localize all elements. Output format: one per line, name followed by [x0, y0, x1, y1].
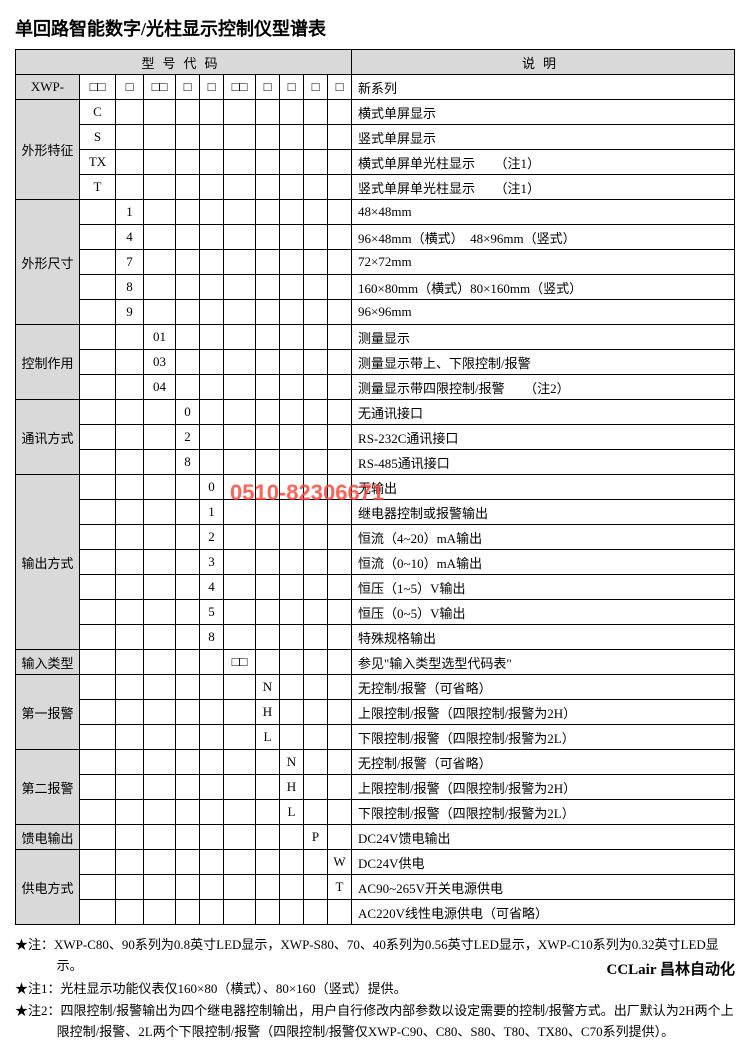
- group-label: 第一报警: [16, 675, 80, 750]
- prefix-cell: XWP-: [16, 75, 80, 100]
- boxrow-desc: 新系列: [352, 75, 735, 100]
- group-label: 供电方式: [16, 850, 80, 925]
- row-desc: 测量显示带四限控制/报警 （注2）: [352, 375, 735, 400]
- header-code: 型号代码: [16, 50, 352, 75]
- row-desc: 96×48mm（横式） 48×96mm（竖式）: [352, 225, 735, 250]
- row-desc: 横式单屏显示: [352, 100, 735, 125]
- row-desc: 参见"输入类型选型代码表": [352, 650, 735, 675]
- header-desc: 说明: [352, 50, 735, 75]
- row-desc: 恒压（0~5）V输出: [352, 600, 735, 625]
- row-desc: 48×48mm: [352, 200, 735, 225]
- row-desc: 96×96mm: [352, 300, 735, 325]
- row-desc: 继电器控制或报警输出: [352, 500, 735, 525]
- group-label: 外形特征: [16, 100, 80, 200]
- row-desc: 无控制/报警（可省略）: [352, 750, 735, 775]
- group-label: 第二报警: [16, 750, 80, 825]
- note-line: ★注2：四限控制/报警输出为四个继电器控制输出，用户自行修改内部参数以设定需要的…: [15, 1001, 735, 1043]
- row-desc: DC24V馈电输出: [352, 825, 735, 850]
- group-label: 控制作用: [16, 325, 80, 400]
- row-desc: 特殊规格输出: [352, 625, 735, 650]
- row-desc: 上限控制/报警（四限控制/报警为2H）: [352, 775, 735, 800]
- row-desc: 上限控制/报警（四限控制/报警为2H）: [352, 700, 735, 725]
- row-desc: 72×72mm: [352, 250, 735, 275]
- row-desc: 无通讯接口: [352, 400, 735, 425]
- row-desc: 恒压（1~5）V输出: [352, 575, 735, 600]
- row-desc: AC90~265V开关电源供电: [352, 875, 735, 900]
- group-label: 通讯方式: [16, 400, 80, 475]
- row-desc: 横式单屏单光柱显示 （注1）: [352, 150, 735, 175]
- row-desc: 竖式单屏单光柱显示 （注1）: [352, 175, 735, 200]
- group-label: 外形尺寸: [16, 200, 80, 325]
- footer-brand: CCLair 昌林自动化: [607, 958, 735, 979]
- watermark-text: 0510-82306671: [230, 480, 384, 506]
- notes-section: ★注：XWP-C80、90系列为0.8英寸LED显示，XWP-S80、70、40…: [15, 935, 735, 1043]
- page-title: 单回路智能数字/光柱显示控制仪型谱表: [15, 15, 735, 41]
- note-line: ★注1：光柱显示功能仪表仅160×80（横式）、80×160（竖式）提供。: [15, 979, 735, 1000]
- row-desc: 恒流（0~10）mA输出: [352, 550, 735, 575]
- row-desc: 恒流（4~20）mA输出: [352, 525, 735, 550]
- group-label: 馈电输出: [16, 825, 80, 850]
- row-desc: 下限控制/报警（四限控制/报警为2L）: [352, 800, 735, 825]
- group-label: 输入类型: [16, 650, 80, 675]
- row-desc: RS-485通讯接口: [352, 450, 735, 475]
- row-desc: 无输出: [352, 475, 735, 500]
- row-desc: 下限控制/报警（四限控制/报警为2L）: [352, 725, 735, 750]
- row-desc: 测量显示带上、下限控制/报警: [352, 350, 735, 375]
- row-desc: 无控制/报警（可省略）: [352, 675, 735, 700]
- row-desc: 测量显示: [352, 325, 735, 350]
- group-label: 输出方式: [16, 475, 80, 650]
- row-desc: 竖式单屏显示: [352, 125, 735, 150]
- row-desc: 160×80mm（横式）80×160mm（竖式）: [352, 275, 735, 300]
- row-desc: RS-232C通讯接口: [352, 425, 735, 450]
- row-desc: AC220V线性电源供电（可省略）: [352, 900, 735, 925]
- row-desc: DC24V供电: [352, 850, 735, 875]
